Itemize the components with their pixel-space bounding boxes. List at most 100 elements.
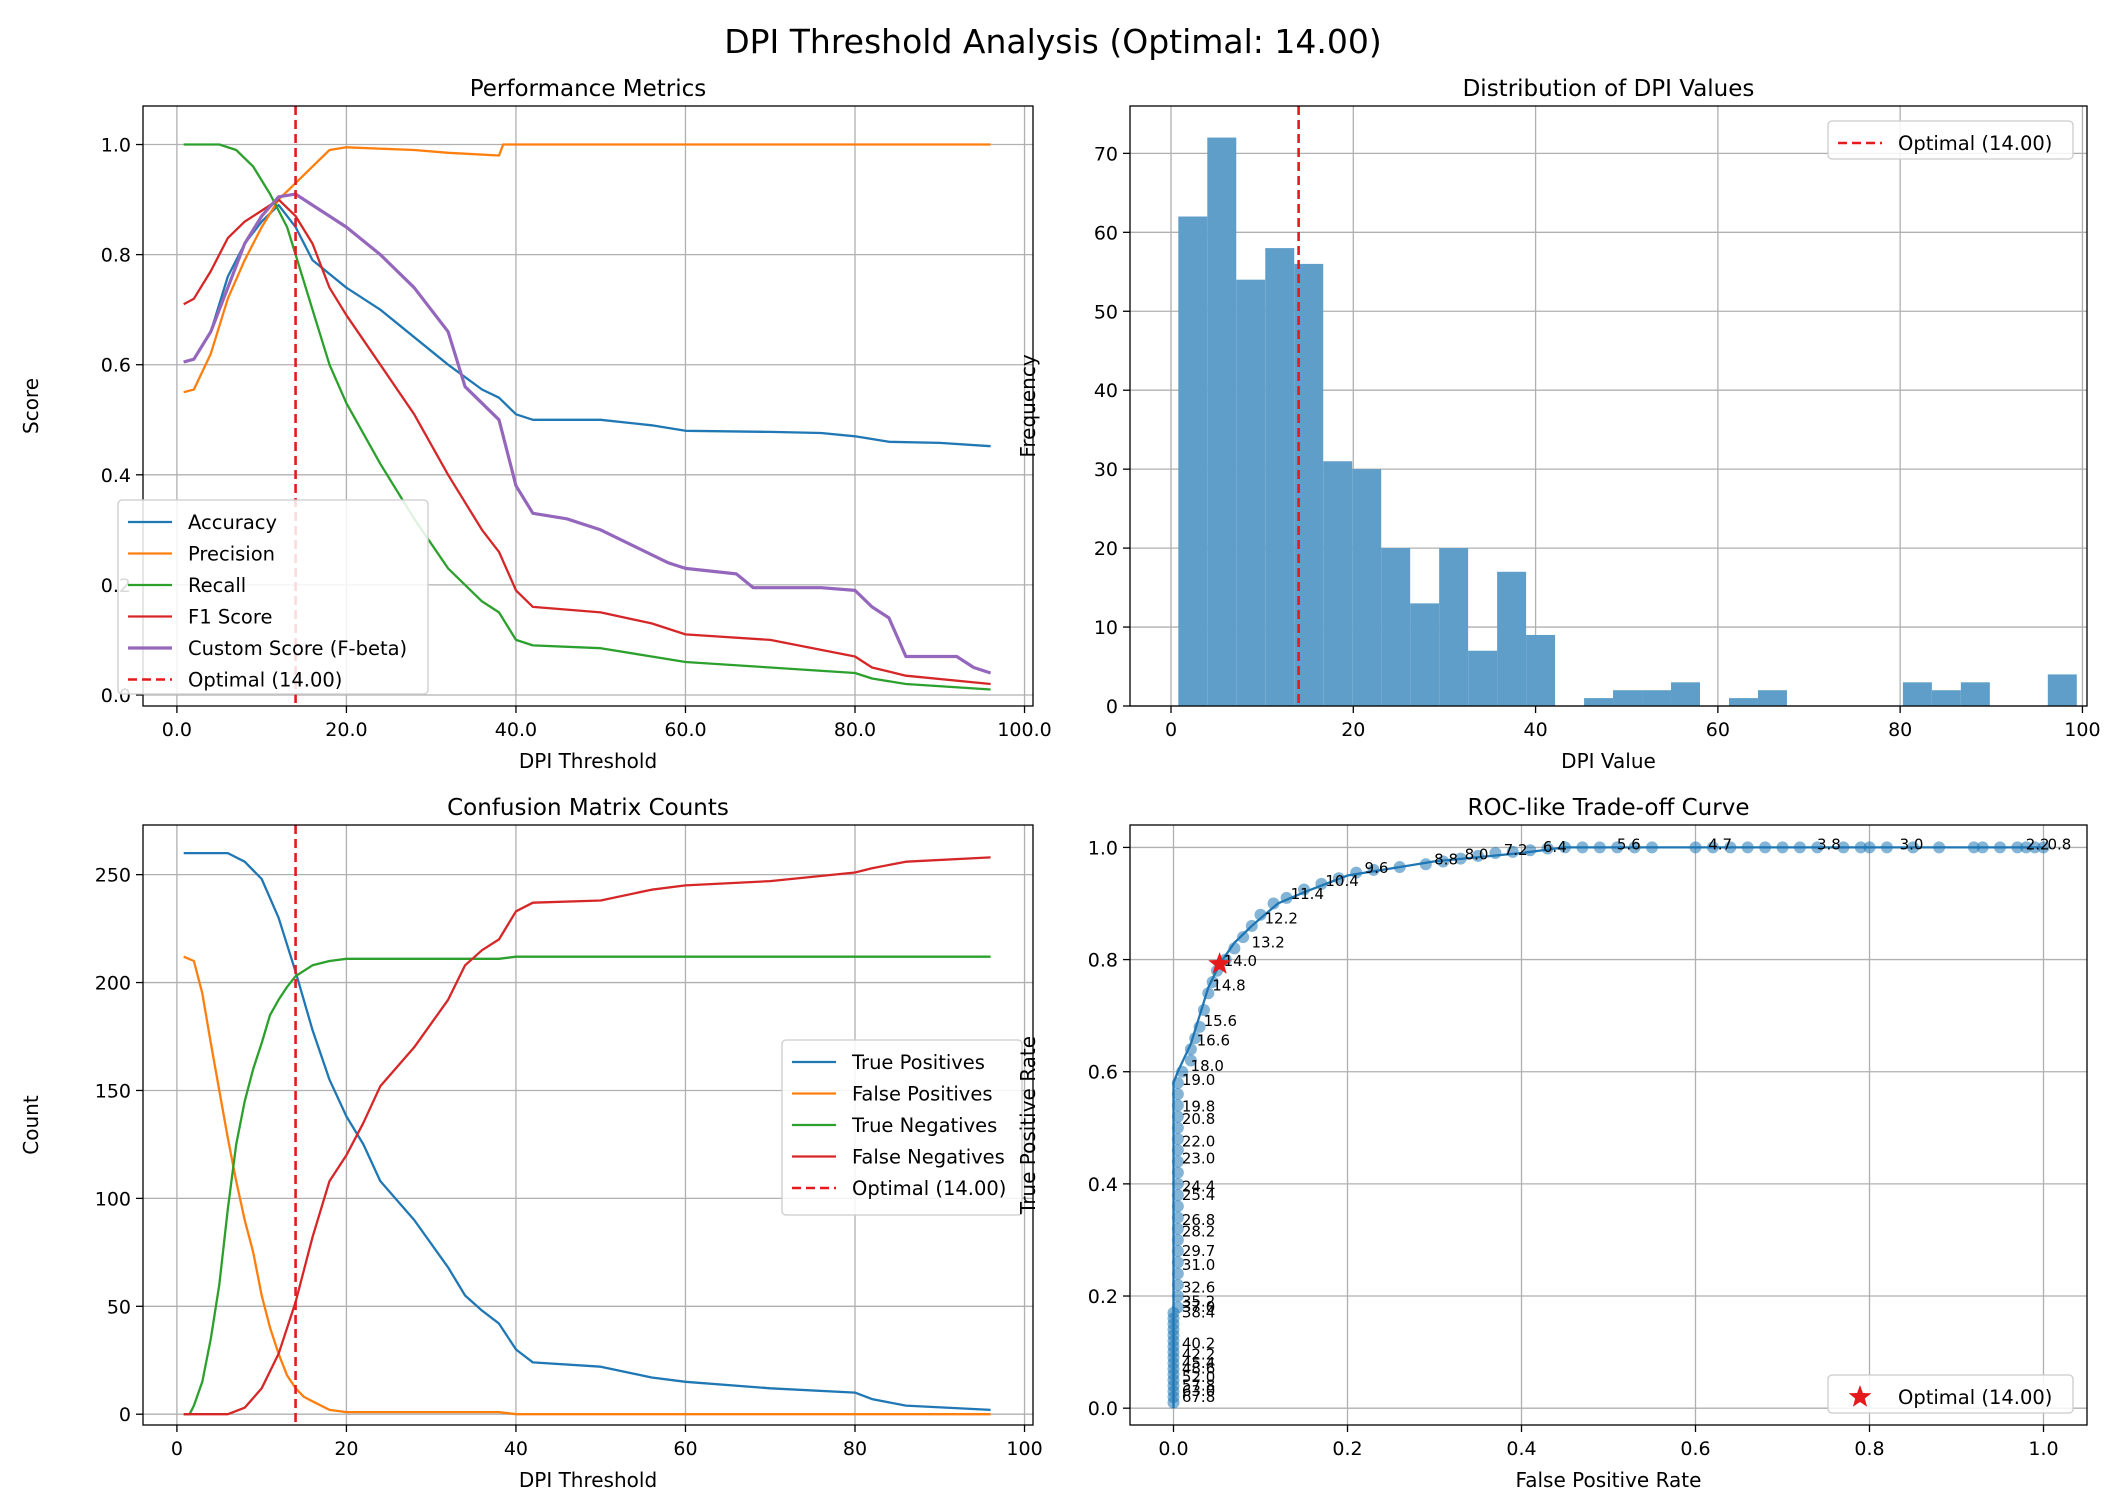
data-point	[1863, 841, 1876, 854]
threshold-label: 15.6	[1204, 1012, 1237, 1030]
legend-label: True Positives	[851, 1051, 985, 1074]
y-tick-label: 0.4	[1088, 1174, 1118, 1196]
threshold-label: 26.8	[1182, 1211, 1215, 1229]
series-line-4	[183, 198, 991, 686]
threshold-label: 63.0	[1182, 1382, 1215, 1400]
x-tick-label: 0.2	[1332, 1438, 1362, 1460]
data-point	[1171, 1110, 1184, 1123]
x-tick-label: 20.0	[325, 719, 367, 741]
data-point	[1193, 1020, 1206, 1033]
threshold-label: 37.0	[1182, 1298, 1215, 1316]
data-point	[1837, 841, 1850, 854]
axes-frame	[1129, 105, 2088, 707]
panel-1: Performance Metrics 0.0 20.0 40.0 60.0 80.0 10…	[19, 76, 1052, 773]
hist-bar	[1323, 461, 1353, 706]
data-point	[1176, 1065, 1189, 1078]
series-line-1	[183, 203, 991, 448]
y-axis-label: Frequency	[1016, 354, 1040, 457]
y-tick-label: 0.4	[101, 465, 131, 487]
data-point	[1689, 841, 1702, 854]
x-tick-label: 80	[1888, 719, 1912, 741]
threshold-label: 13.2	[1251, 934, 1284, 952]
y-tick-label: 0.0	[1088, 1398, 1118, 1420]
threshold-label: 45.4	[1182, 1354, 1215, 1372]
threshold-label: 32.6	[1182, 1278, 1215, 1296]
x-tick-label: 40	[1523, 719, 1547, 741]
hist-bar	[1642, 690, 1672, 706]
data-point	[1793, 841, 1806, 854]
data-point	[1184, 1054, 1197, 1067]
x-tick-label: 0.6	[1680, 1438, 1710, 1460]
y-tick-label: 0.8	[1088, 950, 1118, 972]
x-tick-label: 100	[2064, 719, 2100, 741]
threshold-label: 67.8	[1182, 1388, 1215, 1406]
y-tick-label: 0.6	[101, 355, 131, 377]
threshold-label: 35.2	[1182, 1292, 1215, 1310]
axes-frame	[1129, 824, 2088, 1426]
data-point	[2037, 841, 2050, 854]
threshold-label: 31.0	[1182, 1256, 1215, 1274]
threshold-label: 38.4	[1182, 1304, 1215, 1322]
legend-box	[1827, 120, 2074, 160]
threshold-label: 16.6	[1197, 1032, 1230, 1050]
threshold-label: 57.8	[1182, 1377, 1215, 1395]
data-point	[1706, 841, 1719, 854]
legend-label: F1 Score	[188, 606, 272, 629]
legend-label: Accuracy	[188, 511, 277, 534]
data-point	[1332, 872, 1345, 885]
threshold-label: 2.2	[2026, 835, 2050, 853]
data-point	[1506, 845, 1519, 858]
axes-frame	[142, 824, 1034, 1426]
data-point	[1907, 841, 1919, 854]
legend: Optimal (14.00)	[1827, 1374, 2074, 1414]
x-tick-label: 20	[334, 1438, 358, 1460]
plot-area	[183, 143, 992, 691]
hist-bar	[1526, 634, 1556, 706]
y-tick-label: 40	[1094, 380, 1118, 402]
hist-bar	[1207, 137, 1237, 706]
data-point	[1811, 841, 1824, 854]
x-tick-label: 100	[1006, 1438, 1042, 1460]
x-tick-label: 0.0	[162, 719, 192, 741]
threshold-label: 24.4	[1182, 1177, 1215, 1195]
threshold-label: 6.4	[1543, 838, 1567, 856]
threshold-label: 40.2	[1182, 1334, 1215, 1352]
data-point	[1646, 841, 1658, 854]
legend-box	[117, 499, 429, 695]
x-tick-label: 20	[1341, 719, 1365, 741]
series-line-3	[183, 143, 991, 691]
x-tick-label: 80.0	[834, 719, 876, 741]
series-line-2	[183, 955, 991, 1416]
plot-area: 0.82.2 3.0 3.8 4.7 5.6 6.4 7.2 8.0 8.8 9.6 10.411.…	[1167, 835, 2071, 1409]
data-point	[1171, 1301, 1184, 1314]
panel-title: ROC-like Trade-off Curve	[1468, 795, 1750, 821]
data-point	[1454, 852, 1467, 865]
x-axis-label: False Positive Rate	[1516, 1468, 1702, 1492]
legend-label: True Negatives	[851, 1114, 997, 1137]
data-point	[2028, 841, 2041, 854]
x-tick-label: 40.0	[495, 719, 537, 741]
y-tick-label: 0	[119, 1404, 131, 1426]
legend-label: Optimal (14.00)	[852, 1177, 1006, 1200]
threshold-label: 42.2	[1182, 1346, 1215, 1364]
data-point	[1228, 942, 1241, 955]
data-point	[1171, 1076, 1184, 1089]
y-tick-label: 20	[1094, 538, 1118, 560]
data-point	[1171, 1133, 1184, 1146]
data-point	[2011, 841, 2024, 854]
trade-off-curve	[1172, 846, 2044, 1409]
threshold-label: 3.8	[1817, 835, 1841, 853]
hist-bar	[1381, 548, 1411, 706]
threshold-label: 23.0	[1182, 1149, 1215, 1167]
panel-3: Confusion Matrix Counts 0 20 40 60 80 100 0 50 10…	[19, 795, 1043, 1492]
y-tick-label: 70	[1094, 143, 1118, 165]
threshold-label: 9.6	[1365, 859, 1389, 877]
data-point	[1171, 1200, 1184, 1213]
data-point	[1880, 841, 1893, 854]
threshold-label: 8.8	[1434, 851, 1458, 869]
legend-label: Optimal (14.00)	[1898, 1386, 2052, 1409]
hist-bar	[1902, 682, 1932, 706]
x-tick-label: 60	[1706, 719, 1730, 741]
data-point	[1759, 841, 1772, 854]
